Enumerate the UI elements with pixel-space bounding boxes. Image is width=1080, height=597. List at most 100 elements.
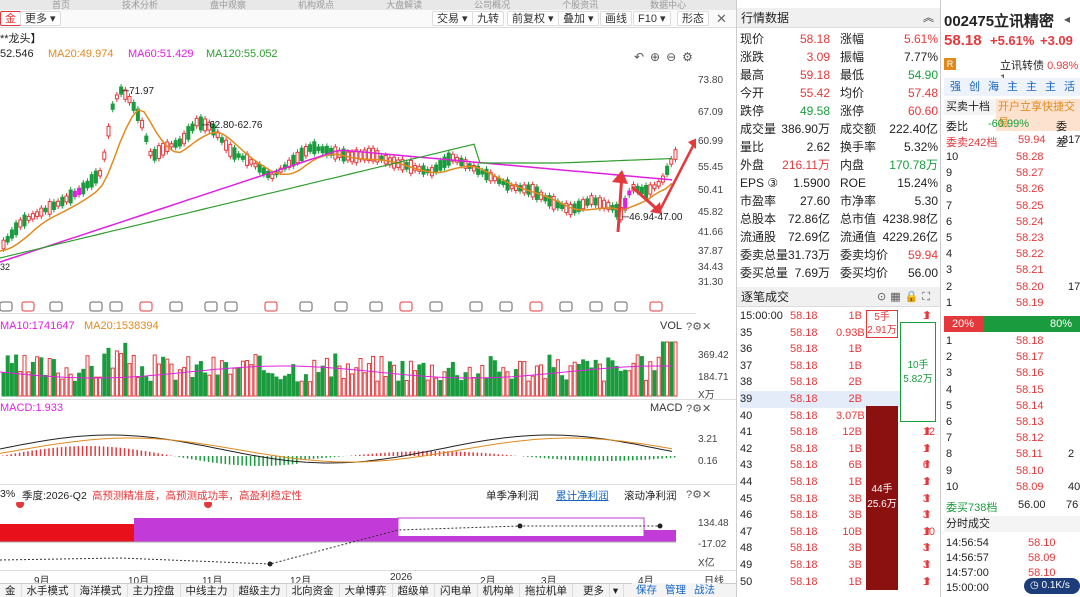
trade-row[interactable]: 47 58.18 10B 10 ⬆ [740, 524, 936, 541]
volume-chart[interactable] [0, 334, 696, 398]
top-tab[interactable]: 大盘解读 [386, 0, 423, 10]
tag[interactable]: 主 [1007, 81, 1018, 93]
trade-row[interactable]: 44 58.18 1B 1 ⬆ [740, 474, 936, 491]
stock-code-name: 002475立讯精密 [944, 13, 1055, 30]
top-tab[interactable]: 技术分析 [122, 0, 159, 10]
profit-tab-single[interactable]: 单季净利润 [486, 490, 539, 502]
trade-row[interactable]: 42 58.18 1B 1 ⬆ [740, 441, 936, 458]
indicator-tab[interactable]: 机构单 [478, 584, 520, 597]
profit-tab-cumulative[interactable]: 累计净利润 [556, 490, 609, 502]
indicator-tab[interactable]: 大单博弈 [340, 584, 393, 597]
open-account-link[interactable]: 开户立享快捷交易 [996, 99, 1080, 131]
ask-row[interactable]: 4 58.22 [944, 247, 1080, 262]
bid-row[interactable]: 7 58.12 [944, 431, 1080, 446]
tag[interactable]: 强 [950, 81, 961, 93]
ask-row[interactable]: 6 58.24 [944, 215, 1080, 230]
tag[interactable]: 主 [1045, 81, 1056, 93]
top-tab[interactable]: 公司概况 [474, 0, 511, 10]
ask-row[interactable]: 2 58.20 17 [944, 280, 1080, 295]
indicator-tab[interactable]: 拖拉机单 [520, 584, 573, 597]
stock-label[interactable]: 金 [0, 11, 21, 26]
ask-price: 58.23 [1016, 232, 1044, 244]
trade-row[interactable]: 50 58.18 1B 1 ⬆ [740, 574, 936, 591]
ask-row[interactable]: 10 58.28 [944, 150, 1080, 165]
trade-row[interactable]: 43 58.18 6B 6 ⬆ [740, 457, 936, 474]
profit-settings-icon[interactable]: ?⚙✕ [686, 489, 712, 501]
indicator-tab[interactable]: 水手模式 [22, 584, 75, 597]
event-marker-row[interactable] [0, 300, 696, 314]
trades-panel-icons[interactable]: ⊙▦🔒⛶ [876, 291, 934, 303]
trade-price: 58.18 [790, 376, 818, 389]
strategy-button[interactable]: 战法 [694, 584, 715, 596]
macd-settings-icon[interactable]: ?⚙✕ [686, 403, 712, 415]
indicator-tab[interactable]: 主力控盘 [128, 584, 181, 597]
top-tab[interactable]: 首页 [52, 0, 71, 10]
trade-row[interactable]: 45 58.18 3B 3 ⬆ [740, 491, 936, 508]
tag[interactable]: 主 [1026, 81, 1037, 93]
indicator-tab[interactable]: 闪电单 [435, 584, 478, 597]
close-icon[interactable]: ✕ [716, 11, 727, 26]
quote-value: 7.77% [903, 50, 938, 64]
ask-row[interactable]: 5 58.23 [944, 231, 1080, 246]
trade-time: 48 [740, 542, 753, 555]
indicator-tab[interactable]: 中线主力 [181, 584, 234, 597]
vol-title: VOL [660, 320, 683, 332]
bid-row[interactable]: 4 58.15 [944, 383, 1080, 398]
top-tab[interactable]: 盘中观察 [210, 0, 247, 10]
tag[interactable]: 活 [1064, 81, 1075, 93]
profit-chart[interactable] [0, 502, 696, 570]
quote-label: 最高 [740, 68, 765, 82]
ask-row[interactable]: 1 58.19 [944, 296, 1080, 311]
ask-row[interactable]: 7 58.25 [944, 199, 1080, 214]
macd-chart[interactable] [0, 414, 696, 484]
manage-button[interactable]: 管理 [665, 584, 686, 596]
trade-time: 49 [740, 559, 753, 571]
trade-row[interactable]: 46 58.18 3B 3 ⬆ [740, 507, 936, 524]
bid-row[interactable]: 9 58.10 [944, 464, 1080, 479]
chart-controls[interactable]: ↶⊕⊖⚙ [634, 50, 699, 64]
draw-line-button[interactable]: 画线 [600, 11, 632, 26]
collapse-icon[interactable]: ︽ [923, 12, 934, 24]
candlestick-chart[interactable] [0, 62, 696, 320]
tag[interactable]: 创 [969, 81, 980, 93]
top-tab[interactable]: 个股资讯 [562, 0, 599, 10]
bid-row[interactable]: 2 58.17 [944, 350, 1080, 365]
indicator-tab[interactable]: 海洋模式 [75, 584, 128, 597]
bid-row[interactable]: 1 58.18 [944, 334, 1080, 349]
vol-tick: 184.71 [698, 372, 729, 383]
save-button[interactable]: 保存 [636, 584, 657, 596]
bid-row[interactable]: 6 58.13 [944, 415, 1080, 430]
quote-label: 流通股 [740, 230, 777, 244]
bid-row[interactable]: 3 58.16 [944, 366, 1080, 381]
ask-row[interactable]: 9 58.27 [944, 166, 1080, 181]
indicator-tab[interactable]: 超级单 [393, 584, 435, 597]
trade-row[interactable]: 41 58.18 12B 12 ⬆ [740, 424, 936, 441]
bid-row[interactable]: 10 58.09 40 [944, 480, 1080, 495]
bid-row[interactable]: 8 58.11 2 [944, 447, 1080, 462]
trade-button[interactable]: 交易 ▾ [432, 11, 473, 26]
pattern-button[interactable]: 形态 [677, 11, 709, 26]
trade-row[interactable]: 40 58.18 3.07B [740, 408, 936, 425]
ask-row[interactable]: 8 58.26 [944, 182, 1080, 197]
overlay-dropdown[interactable]: 叠加 ▾ [558, 11, 599, 26]
period-label[interactable]: 日线 [704, 576, 724, 587]
adjust-dropdown[interactable]: 前复权 ▾ [507, 11, 559, 26]
trade-row[interactable]: 49 58.18 3B 3 ⬆ [740, 557, 936, 574]
stock-header-icon[interactable]: ◂ [1064, 12, 1071, 26]
nine-turn-button[interactable]: 九转 [472, 11, 504, 26]
ask-row[interactable]: 3 58.21 [944, 263, 1080, 278]
top-tab[interactable]: 机构观点 [298, 0, 335, 10]
more-dropdown[interactable]: 更多 ▾ [20, 11, 61, 26]
vol-settings-icon[interactable]: ?⚙✕ [686, 321, 712, 333]
indicator-tab[interactable]: 金 [0, 584, 22, 597]
tag[interactable]: 海 [988, 81, 999, 93]
bid-row[interactable]: 5 58.14 [944, 399, 1080, 414]
trade-row[interactable]: 48 58.18 3B 3 ⬆ [740, 540, 936, 557]
indicator-tab[interactable]: 超级主力 [234, 584, 287, 597]
f10-dropdown[interactable]: F10 ▾ [633, 11, 671, 26]
top-tab[interactable]: 数据中心 [650, 0, 687, 10]
profit-tab-rolling[interactable]: 滚动净利润 [624, 490, 677, 502]
indicator-tab[interactable]: 北向资金 [287, 584, 340, 597]
more-indicators-dropdown[interactable]: 更多 ▾ [573, 584, 625, 597]
trade-row[interactable]: 15:00:00 58.18 1B 1 ⬆ [740, 308, 936, 325]
